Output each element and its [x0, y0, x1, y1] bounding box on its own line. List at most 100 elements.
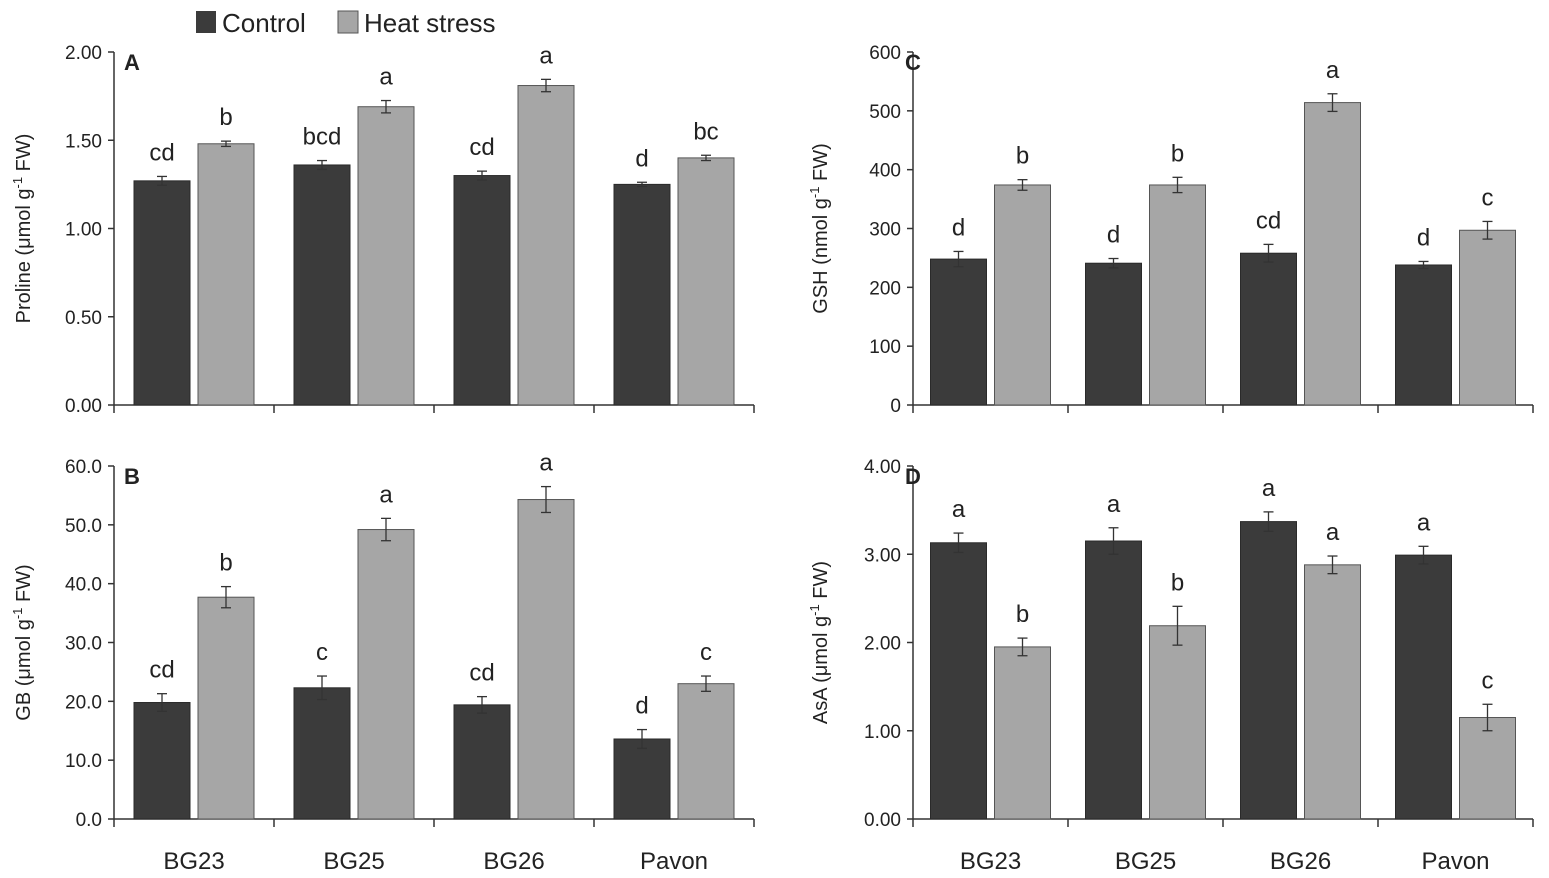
- bar-heat-bg23: [197, 596, 255, 820]
- bar-heat-bg26: [517, 85, 575, 406]
- significance-label: b: [1016, 601, 1029, 628]
- category-label-bg26: BG26: [1270, 848, 1331, 875]
- y-tick-label: 0: [890, 396, 901, 417]
- y-axis-title: GB (μmol g-1 FW): [10, 564, 35, 720]
- y-tick-label: 40.0: [65, 575, 102, 596]
- category-label-bg23: BG23: [960, 848, 1021, 875]
- significance-label: a: [379, 64, 393, 91]
- y-tick-label: 20.0: [65, 692, 102, 713]
- significance-label: b: [219, 104, 232, 131]
- significance-label: a: [1107, 491, 1121, 518]
- y-tick-label: 400: [869, 161, 901, 182]
- y-tick-label: 4.00: [864, 457, 901, 478]
- y-axis-title-sup: -1: [807, 187, 822, 199]
- y-axis-title-main: Proline (μmol g: [13, 188, 35, 323]
- panel-letter: D: [905, 464, 921, 489]
- significance-label: a: [952, 496, 966, 523]
- y-tick-label: 10.0: [65, 751, 102, 772]
- y-tick-label: 2.00: [864, 634, 901, 655]
- legend: Control Heat stress: [196, 8, 496, 38]
- y-tick-label: 200: [869, 278, 901, 299]
- bar-control-pavon: [1395, 554, 1452, 820]
- legend-swatch-heat: [337, 10, 359, 34]
- bar-heat-pavon: [1459, 229, 1516, 406]
- y-axis-title-main: GSH (nmol g: [810, 198, 832, 314]
- y-axis-title-sup: -1: [10, 177, 25, 189]
- bar-control-bg26: [453, 704, 511, 820]
- bar-heat-bg25: [357, 106, 415, 406]
- significance-label: c: [316, 639, 328, 666]
- significance-label: cd: [149, 657, 174, 684]
- significance-label: b: [219, 550, 232, 577]
- bar-control-bg26: [453, 175, 511, 406]
- panel-letter: B: [124, 464, 140, 489]
- bar-control-bg23: [930, 542, 987, 820]
- bar-heat-bg23: [994, 184, 1051, 406]
- significance-label: c: [1482, 667, 1494, 694]
- y-tick-label: 300: [869, 220, 901, 241]
- significance-label: bcd: [303, 124, 342, 151]
- y-tick-label: 500: [869, 102, 901, 123]
- y-tick-label: 100: [869, 337, 901, 358]
- y-axis-title-main: GB (μmol g: [13, 619, 35, 721]
- significance-label: d: [635, 693, 648, 720]
- y-axis-title: Proline (μmol g-1 FW): [10, 134, 35, 324]
- bar-control-bg25: [1085, 540, 1142, 820]
- panel-a: 0.00 0.50 1.00 1.50 2.00 Proline (μmol g-1 FW…: [10, 42, 755, 417]
- significance-label: a: [539, 450, 553, 477]
- y-tick-label: 50.0: [65, 516, 102, 537]
- y-axis-title-sup: -1: [10, 608, 25, 620]
- bar-heat-bg25: [1149, 625, 1206, 820]
- y-tick-label: 600: [869, 43, 901, 64]
- bar-control-bg25: [293, 164, 351, 406]
- y-axis-title-sup: -1: [807, 604, 822, 616]
- bar-heat-pavon: [677, 683, 735, 820]
- legend-swatch-control: [196, 11, 216, 33]
- significance-label: a: [1262, 475, 1276, 502]
- bar-heat-bg26: [1304, 102, 1361, 406]
- y-axis-title-tail: FW): [13, 134, 35, 177]
- significance-label: d: [635, 145, 648, 172]
- significance-label: a: [1326, 519, 1340, 546]
- significance-label: cd: [149, 139, 174, 166]
- bar-control-bg23: [133, 180, 191, 406]
- y-axis-title-main: AsA (μmol g: [810, 616, 832, 724]
- bar-heat-pavon: [1459, 717, 1516, 820]
- significance-label: a: [379, 481, 393, 508]
- y-tick-label: 0.0: [76, 810, 102, 831]
- bar-heat-bg23: [197, 143, 255, 406]
- bar-heat-pavon: [677, 157, 735, 406]
- significance-label: c: [1482, 184, 1494, 211]
- bar-control-pavon: [613, 738, 671, 820]
- category-label-pavon: Pavon: [640, 848, 708, 875]
- bar-heat-bg25: [1149, 184, 1206, 406]
- bar-heat-bg25: [357, 529, 415, 820]
- significance-label: b: [1171, 140, 1184, 167]
- y-tick-label: 1.50: [65, 131, 102, 152]
- significance-label: c: [700, 639, 712, 666]
- bar-heat-bg26: [517, 499, 575, 820]
- y-tick-label: 1.00: [65, 220, 102, 241]
- y-tick-label: 0.00: [864, 810, 901, 831]
- panel-d: 0.00 1.00 2.00 3.00 4.00 AsA (μmol g-1 FW) Da b…: [807, 457, 1534, 875]
- significance-label: bc: [693, 118, 718, 145]
- y-axis-title-tail: FW): [13, 564, 35, 607]
- y-tick-label: 30.0: [65, 634, 102, 655]
- bar-control-bg26: [1240, 521, 1297, 820]
- category-label-pavon: Pavon: [1421, 848, 1489, 875]
- bar-control-bg25: [1085, 262, 1142, 406]
- y-axis-title: GSH (nmol g-1 FW): [807, 143, 832, 313]
- significance-label: b: [1016, 143, 1029, 170]
- y-tick-label: 60.0: [65, 457, 102, 478]
- y-tick-label: 1.00: [864, 722, 901, 743]
- panel-c: 0 100 200 300 400 500 600 GSH (nmol g-1 FW) Cd b d…: [807, 43, 1534, 417]
- significance-label: cd: [469, 134, 494, 161]
- bar-heat-bg26: [1304, 564, 1361, 820]
- y-axis-title-tail: FW): [810, 561, 832, 604]
- y-tick-label: 0.50: [65, 308, 102, 329]
- bar-control-bg26: [1240, 252, 1297, 406]
- significance-label: a: [1326, 57, 1340, 84]
- bar-control-bg25: [293, 687, 351, 820]
- y-axis-title-tail: FW): [810, 143, 832, 186]
- legend-label-control: Control: [222, 8, 306, 38]
